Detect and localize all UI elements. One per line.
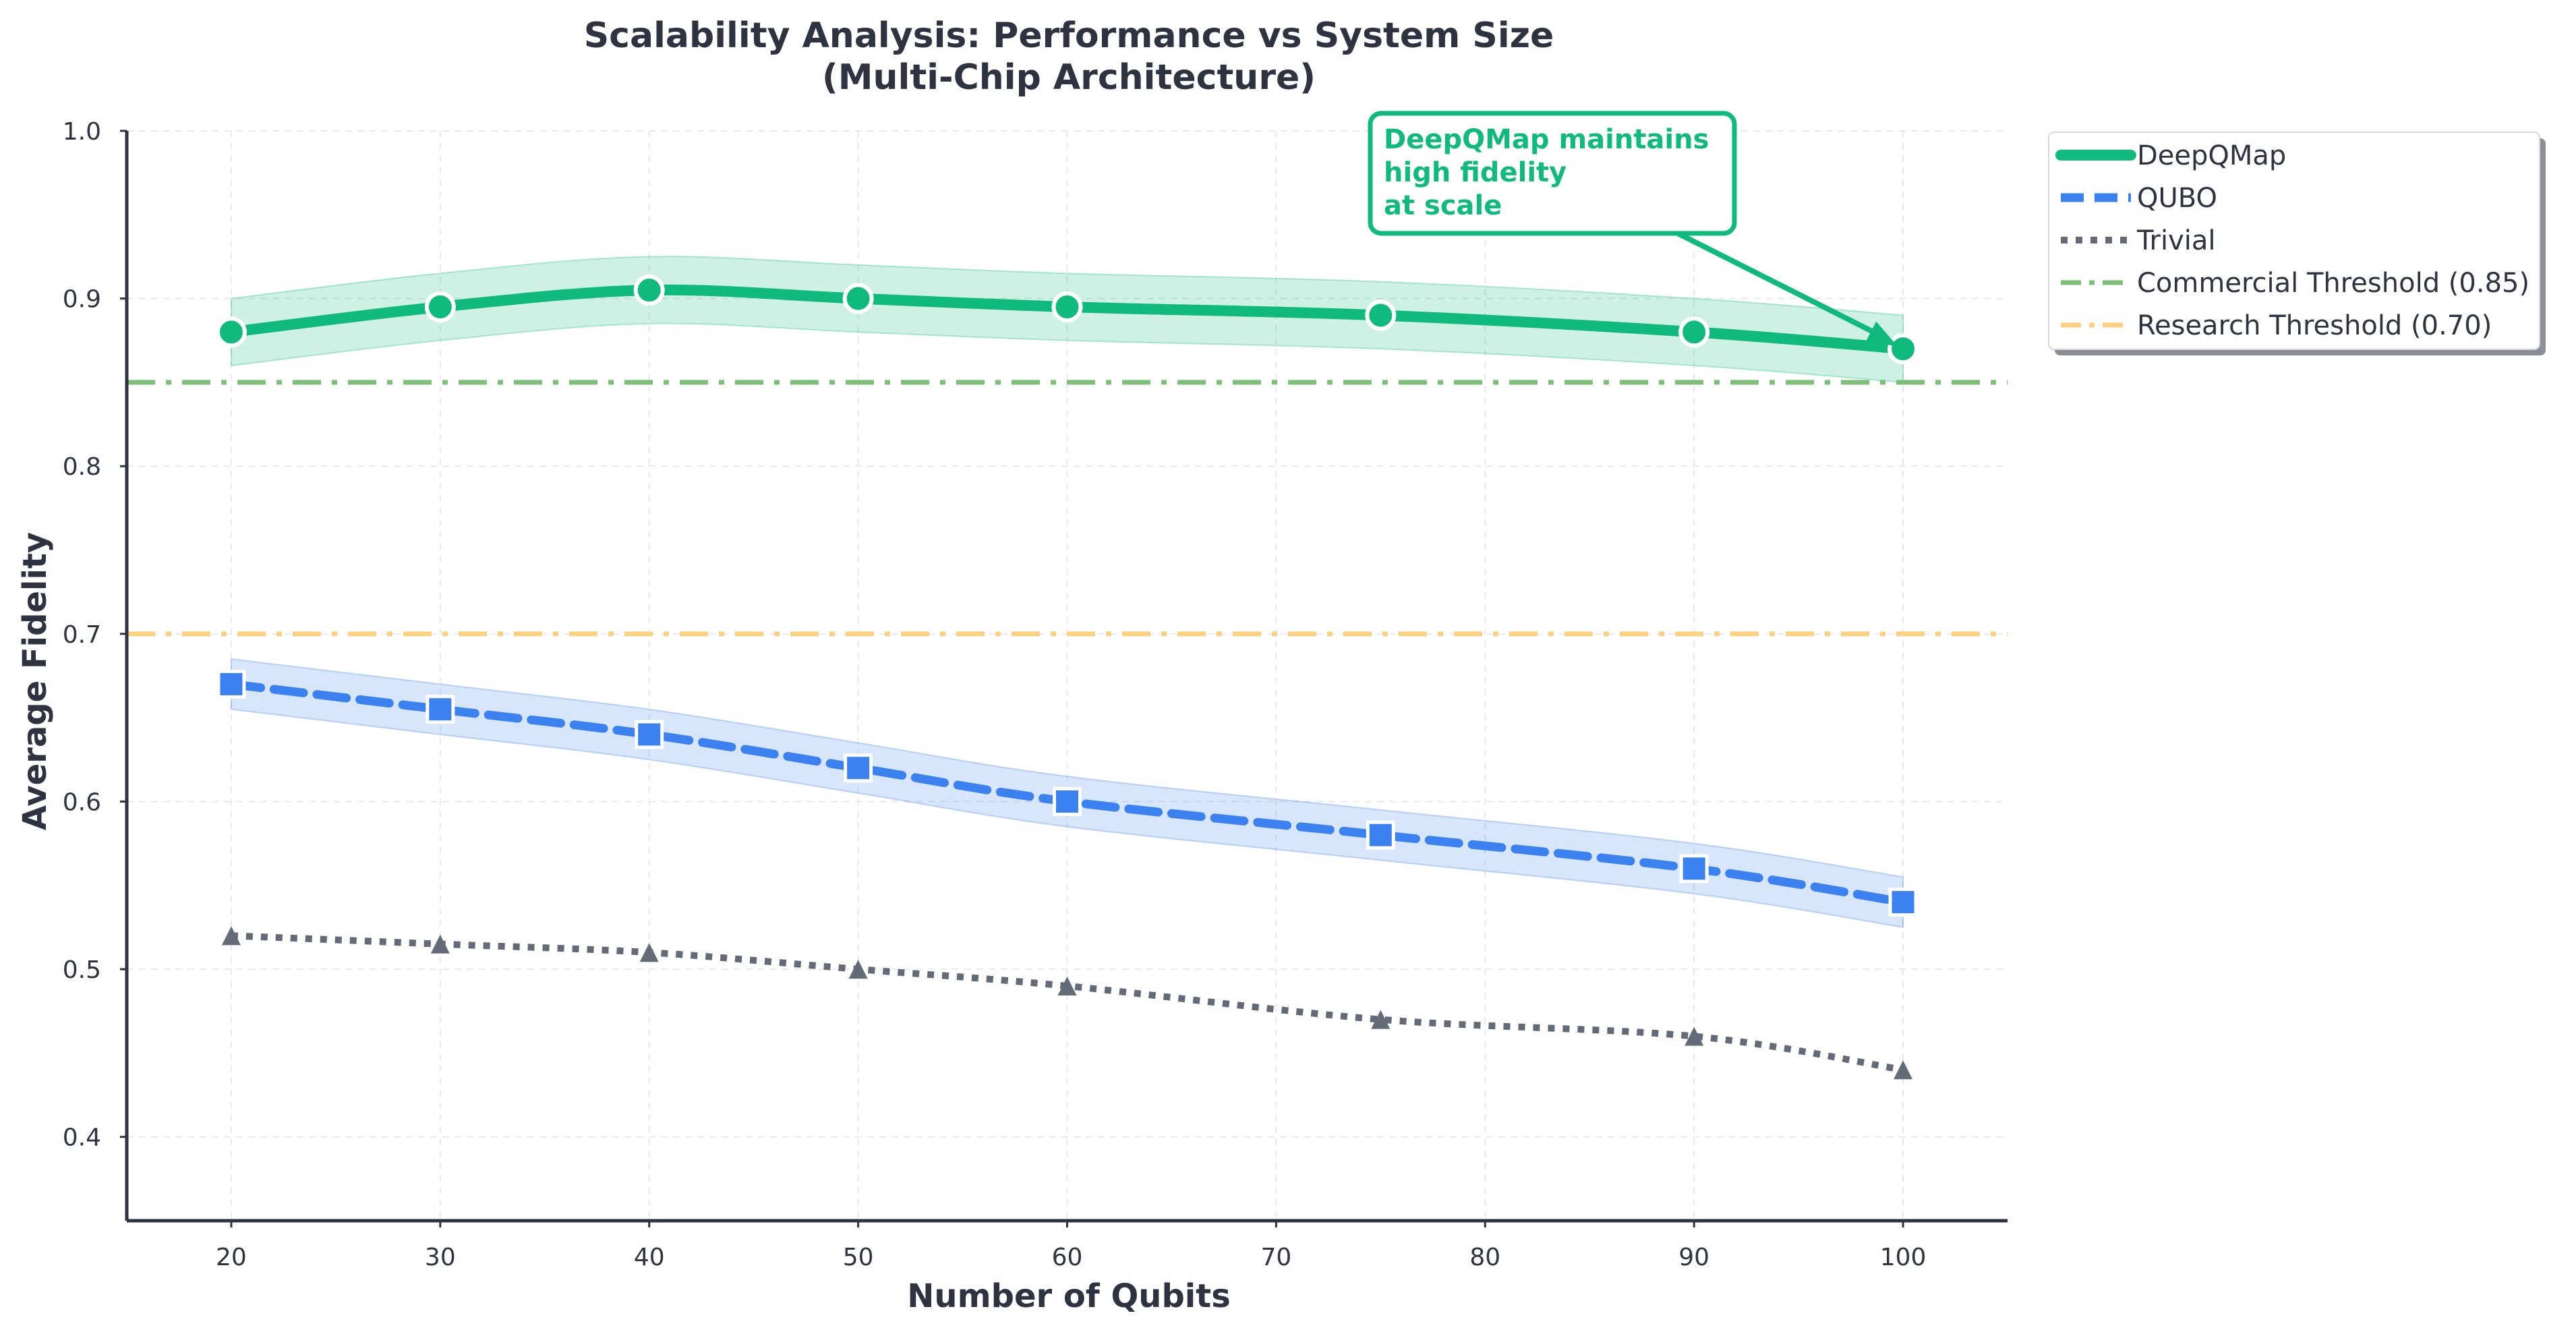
line-trivial [231, 932, 1904, 1074]
legend-label: Trivial [2136, 225, 2216, 256]
annotation-box [1368, 111, 1737, 236]
point-deepqmap [1678, 316, 1710, 348]
point-qubo [216, 669, 246, 699]
point-deepqmap [842, 283, 874, 314]
point-trivial [221, 926, 241, 946]
x-tick-label: 70 [1260, 1244, 1291, 1271]
y-tick-label: 0.4 [63, 1124, 101, 1152]
x-tick-label: 40 [634, 1244, 665, 1271]
x-axis-label: Number of Qubits [907, 1277, 1231, 1315]
legend-label: DeepQMap [2137, 140, 2286, 171]
point-qubo [426, 695, 455, 724]
confidence-bands [230, 256, 1904, 929]
legend-label: Research Threshold (0.70) [2137, 310, 2492, 341]
x-tick-label: 50 [843, 1244, 874, 1271]
x-tick-label: 30 [425, 1244, 456, 1271]
y-tick-label: 0.6 [63, 788, 101, 816]
y-tick-label: 0.9 [63, 286, 101, 314]
point-trivial [430, 934, 450, 954]
x-tick-label: 90 [1678, 1244, 1709, 1271]
annotation-arrow-shaft [1676, 231, 1884, 339]
x-tick-label: 60 [1052, 1244, 1083, 1271]
series-markers [215, 274, 1919, 1080]
y-tick-label: 0.7 [63, 621, 101, 649]
y-axis-label: Average Fidelity [16, 532, 54, 830]
legend-label: QUBO [2137, 183, 2217, 214]
point-deepqmap [215, 316, 247, 348]
point-deepqmap [424, 291, 456, 323]
line-qubo [227, 679, 1908, 907]
axes [120, 129, 2008, 1227]
x-tick-label: 100 [1880, 1244, 1927, 1271]
point-qubo [1888, 888, 1918, 917]
legend-label: Commercial Threshold (0.85) [2137, 268, 2529, 299]
point-qubo [844, 753, 873, 783]
legend: DeepQMap QUBO Trivial Commercial Threshold … [2048, 132, 2546, 355]
point-qubo [1366, 820, 1395, 850]
point-deepqmap [633, 274, 665, 306]
point-trivial [1685, 1026, 1704, 1046]
point-qubo [1053, 786, 1082, 816]
legend-box [2048, 132, 2540, 350]
point-trivial [848, 960, 868, 979]
tick-labels: 20 30 40 50 60 70 80 90 100 0.4 0.5 0.6 0.7 0.8 0.9 1.0 [63, 118, 1927, 1271]
point-qubo [635, 720, 664, 749]
x-tick-label: 80 [1469, 1244, 1500, 1271]
chart-title: Scalability Analysis: Performance vs Sys… [584, 16, 1554, 56]
point-deepqmap [1051, 291, 1083, 323]
chart-title-group: Scalability Analysis: Performance vs Sys… [584, 16, 1554, 98]
point-trivial [1057, 976, 1077, 995]
y-tick-label: 0.5 [63, 956, 101, 984]
point-deepqmap [1887, 333, 1919, 365]
annotation-text-line: DeepQMap maintains [1384, 124, 1709, 155]
x-tick-label: 20 [216, 1244, 247, 1271]
threshold-lines [127, 380, 2008, 637]
point-trivial [1894, 1060, 1913, 1080]
y-tick-label: 1.0 [63, 118, 101, 146]
point-trivial [639, 943, 659, 962]
point-deepqmap [1365, 299, 1397, 331]
y-tick-label: 0.8 [63, 453, 101, 481]
point-qubo [1679, 854, 1709, 884]
annotation-arrow-head [1865, 321, 1898, 346]
line-deepqmap [225, 284, 1909, 355]
chart-subtitle: (Multi-Chip Architecture) [822, 57, 1316, 98]
annotation-text-line: at scale [1384, 190, 1502, 221]
annotation-text-line: high fidelity [1384, 157, 1567, 188]
series-lines [225, 284, 1909, 1074]
point-trivial [1371, 1010, 1391, 1029]
